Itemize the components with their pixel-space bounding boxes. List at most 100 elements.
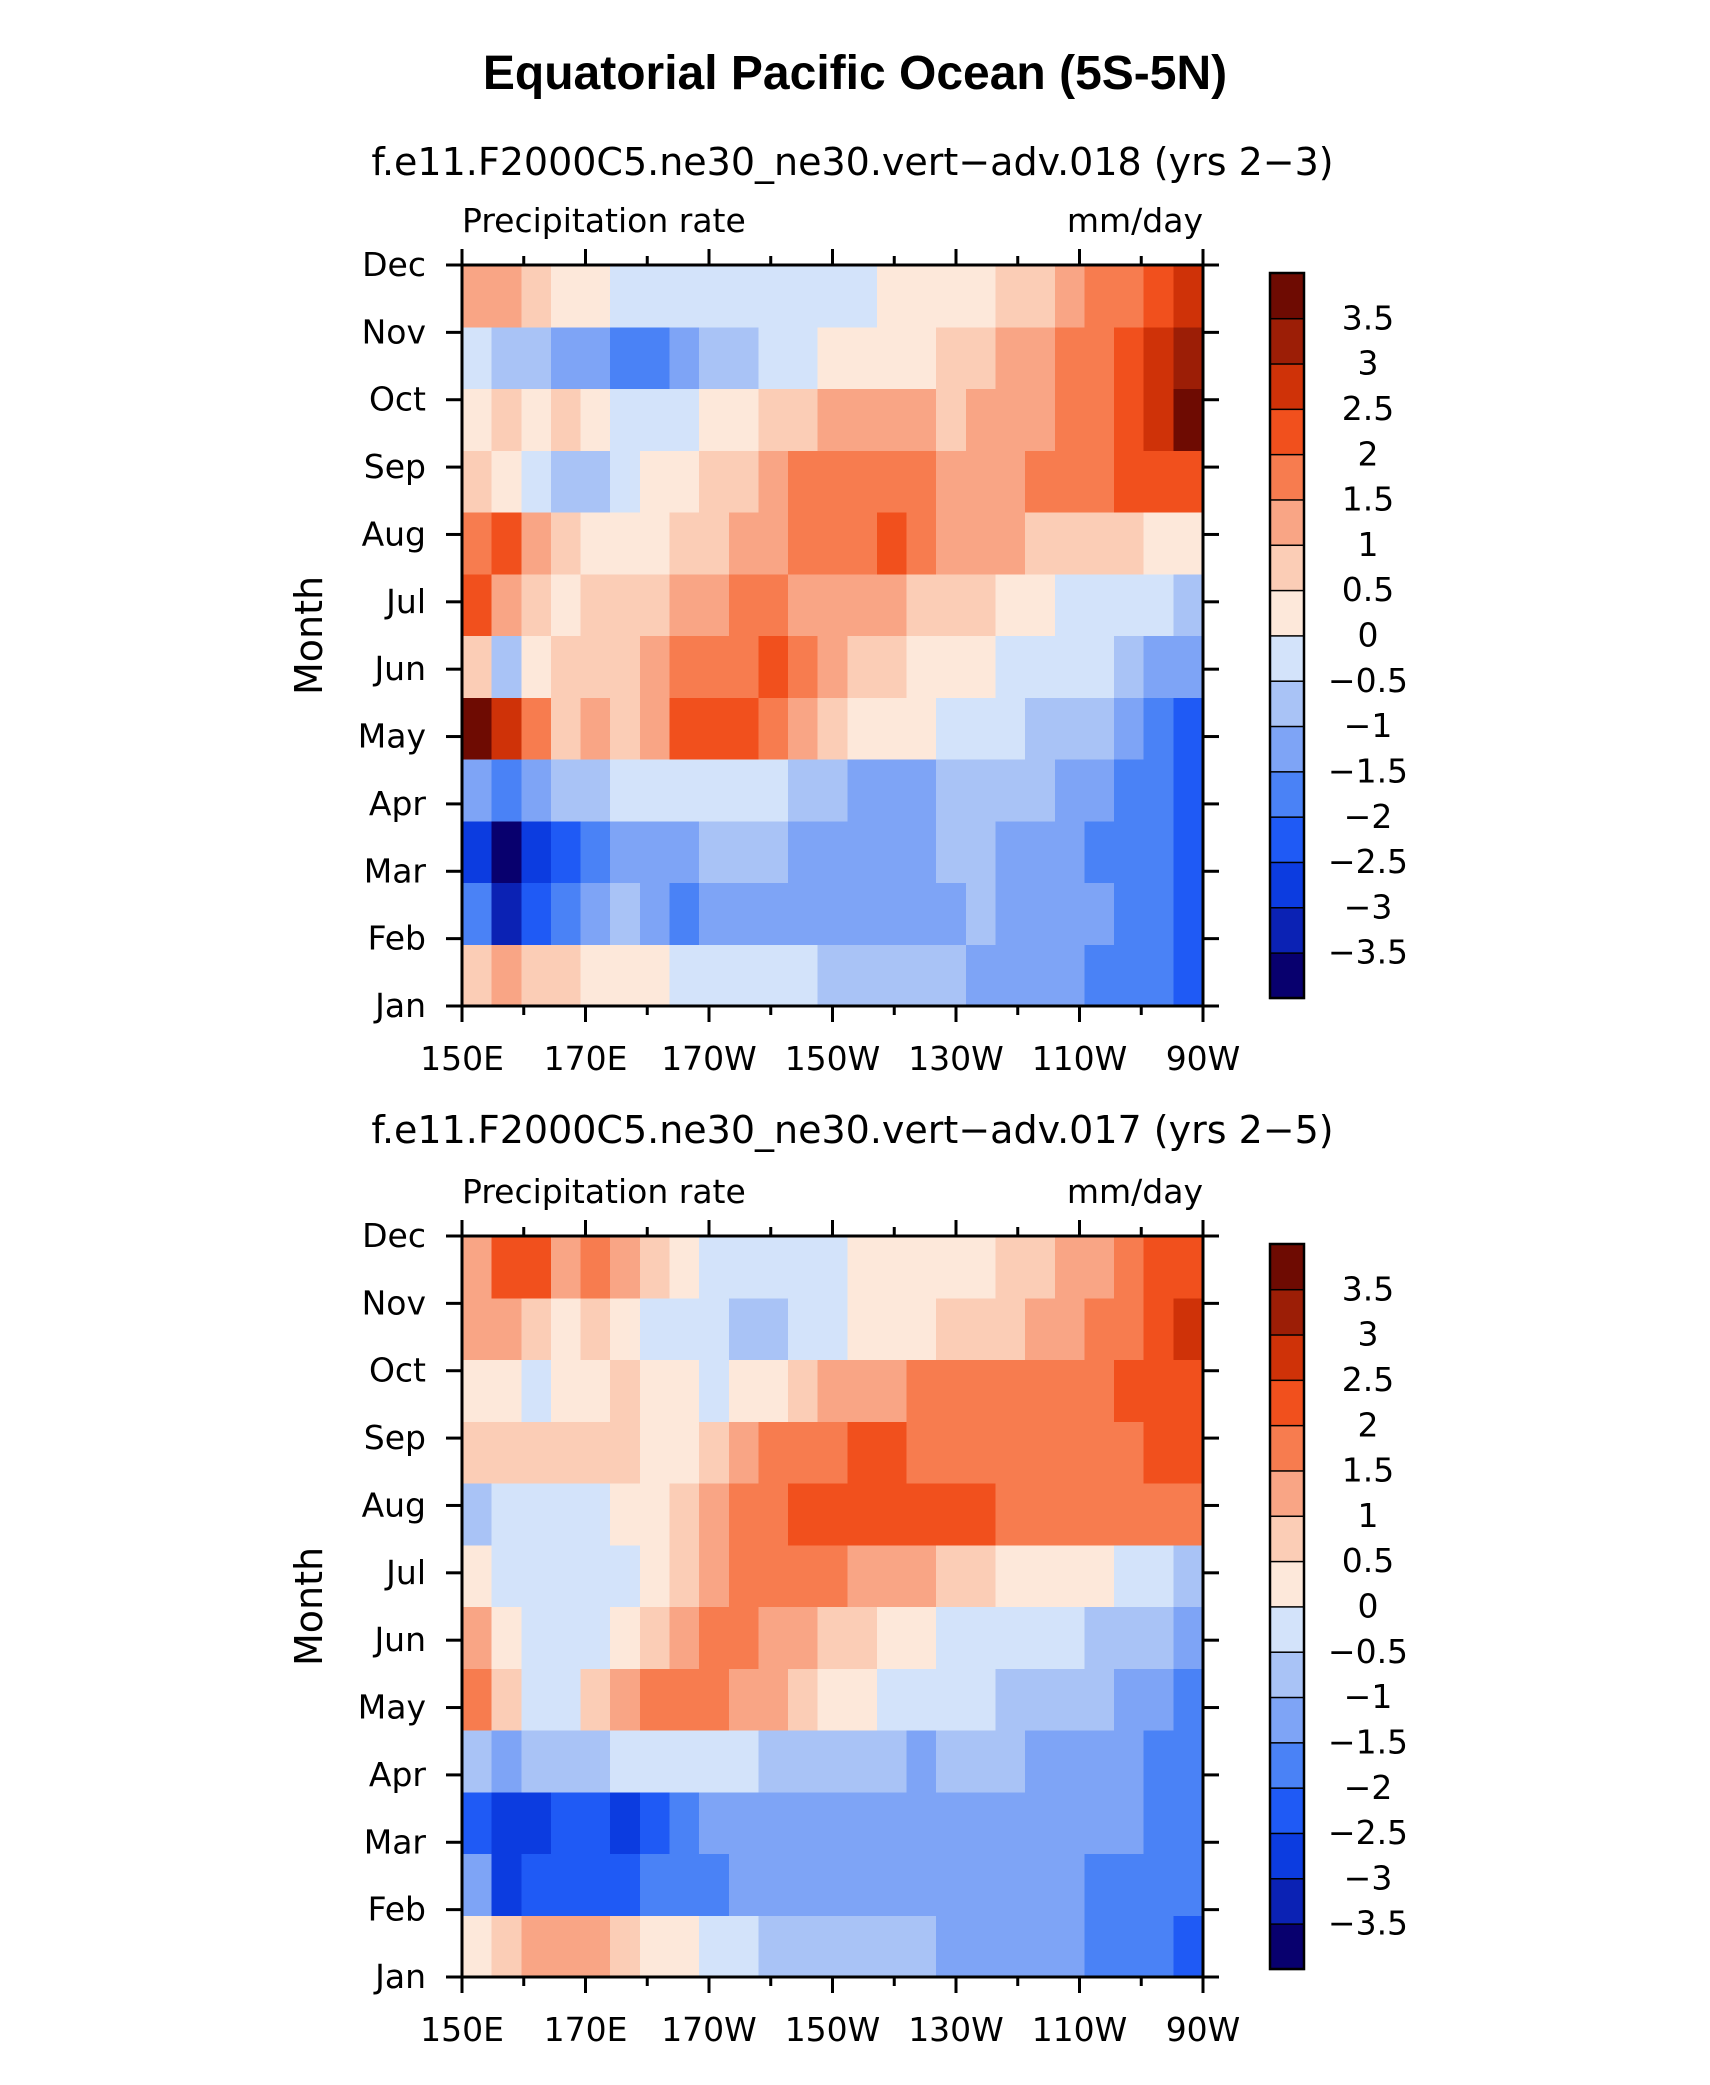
heatmap-cell bbox=[669, 573, 700, 637]
heatmap-cell bbox=[847, 265, 878, 328]
heatmap-cell bbox=[639, 635, 671, 698]
y-tick-label: Dec bbox=[362, 245, 426, 284]
heatmap-cell bbox=[758, 1359, 789, 1422]
heatmap-cell bbox=[817, 820, 848, 884]
heatmap-cell bbox=[1173, 388, 1204, 451]
colorbar-swatch bbox=[1269, 816, 1305, 864]
colorbar-label: −1 bbox=[1344, 706, 1393, 745]
y-tick-label: Jan bbox=[373, 1957, 426, 1996]
heatmap-cell bbox=[817, 1668, 848, 1731]
heatmap-cell bbox=[610, 1730, 641, 1793]
heatmap-cell bbox=[699, 1544, 730, 1608]
heatmap-cell bbox=[1054, 1236, 1086, 1299]
heatmap-cell bbox=[728, 944, 759, 1007]
heatmap-cell bbox=[1173, 1606, 1204, 1669]
heatmap-cell bbox=[610, 1483, 641, 1546]
heatmap-cell bbox=[936, 759, 967, 822]
heatmap-cell bbox=[550, 759, 582, 822]
x-tick-label: 130W bbox=[908, 1039, 1004, 1078]
heatmap-cell bbox=[1084, 1236, 1115, 1299]
heatmap-cell bbox=[1025, 326, 1056, 390]
heatmap-cell bbox=[1143, 1544, 1174, 1608]
heatmap-cell bbox=[610, 265, 641, 328]
heatmap-cell bbox=[758, 450, 789, 513]
heatmap-cell bbox=[639, 944, 671, 1007]
heatmap-cell bbox=[1084, 944, 1115, 1007]
heatmap-cell bbox=[1143, 1915, 1174, 1978]
heatmap-cell bbox=[728, 820, 759, 884]
heatmap-cell bbox=[1114, 1236, 1145, 1299]
heatmap-cell bbox=[728, 326, 759, 390]
heatmap-cell bbox=[876, 326, 908, 390]
colorbar-swatch bbox=[1269, 408, 1305, 456]
heatmap-cell bbox=[758, 326, 789, 390]
heatmap-cell bbox=[758, 512, 789, 575]
heatmap-cell bbox=[669, 1915, 700, 1978]
heatmap-cell bbox=[876, 1297, 908, 1361]
heatmap-cell bbox=[1143, 1668, 1174, 1731]
heatmap-cell bbox=[1084, 697, 1115, 760]
heatmap-cell bbox=[669, 635, 700, 698]
heatmap-cell bbox=[936, 1791, 967, 1855]
heatmap-cell bbox=[817, 1297, 848, 1361]
heatmap-cell bbox=[1084, 635, 1115, 698]
right-string: mm/day bbox=[1067, 201, 1203, 240]
heatmap-cell bbox=[788, 820, 819, 884]
heatmap-cell bbox=[521, 1483, 552, 1546]
x-tick-label: 90W bbox=[1166, 1039, 1241, 1078]
right-string: mm/day bbox=[1067, 1172, 1203, 1211]
heatmap-cell bbox=[788, 326, 819, 390]
heatmap-cell bbox=[906, 1668, 937, 1731]
y-axis-label: Month bbox=[287, 1547, 331, 1666]
heatmap-cell bbox=[1054, 944, 1086, 1007]
heatmap-cell bbox=[995, 759, 1026, 822]
colorbar-label: 3 bbox=[1358, 1315, 1379, 1354]
heatmap-cell bbox=[965, 1730, 997, 1793]
heatmap-cell bbox=[550, 573, 582, 637]
heatmap-cell bbox=[728, 388, 759, 451]
heatmap-cell bbox=[669, 265, 700, 328]
heatmap-cell bbox=[1054, 1915, 1086, 1978]
heatmap-cell bbox=[728, 882, 759, 945]
heatmap-cell bbox=[1114, 1915, 1145, 1978]
heatmap-cell bbox=[728, 1297, 759, 1361]
heatmap-cell bbox=[758, 1791, 789, 1855]
heatmap-cell bbox=[491, 944, 522, 1007]
heatmap-cell bbox=[965, 1853, 997, 1916]
heatmap-cell bbox=[550, 512, 582, 575]
heatmap-cell bbox=[995, 1297, 1026, 1361]
heatmap-cell bbox=[876, 1544, 908, 1608]
heatmap-cell bbox=[1114, 1297, 1145, 1361]
heatmap-cell bbox=[906, 326, 937, 390]
heatmap-cell bbox=[550, 1297, 582, 1361]
heatmap-cell bbox=[580, 1791, 611, 1855]
heatmap-cell bbox=[995, 882, 1026, 945]
y-tick-label: Mar bbox=[364, 1822, 427, 1861]
heatmap-cell bbox=[521, 1544, 552, 1608]
heatmap-cell bbox=[521, 573, 552, 637]
heatmap-cell bbox=[1173, 1915, 1204, 1978]
heatmap-cell bbox=[876, 882, 908, 945]
heatmap-cell bbox=[995, 635, 1026, 698]
heatmap-cell bbox=[936, 1236, 967, 1299]
heatmap-cell bbox=[521, 1297, 552, 1361]
y-tick-label: Jun bbox=[372, 649, 426, 688]
heatmap-cell bbox=[1173, 265, 1204, 328]
heatmap-cell bbox=[1054, 573, 1086, 637]
heatmap-cell bbox=[491, 1791, 522, 1855]
heatmap-cell bbox=[936, 1297, 967, 1361]
heatmap-cell bbox=[965, 326, 997, 390]
heatmap-cell bbox=[758, 388, 789, 451]
heatmap-cell bbox=[491, 450, 522, 513]
heatmap-cell bbox=[1114, 1606, 1145, 1669]
heatmap-cell bbox=[1054, 882, 1086, 945]
heatmap-cell bbox=[699, 1421, 730, 1484]
heatmap-cell bbox=[1054, 1668, 1086, 1731]
heatmap-cell bbox=[817, 388, 848, 451]
heatmap-cell bbox=[936, 1730, 967, 1793]
heatmap-cell bbox=[758, 1915, 789, 1978]
colorbar-label: −3.5 bbox=[1328, 933, 1408, 972]
y-tick-label: Nov bbox=[362, 312, 426, 351]
heatmap-cell bbox=[788, 1483, 819, 1546]
colorbar-label: −2 bbox=[1344, 797, 1393, 836]
